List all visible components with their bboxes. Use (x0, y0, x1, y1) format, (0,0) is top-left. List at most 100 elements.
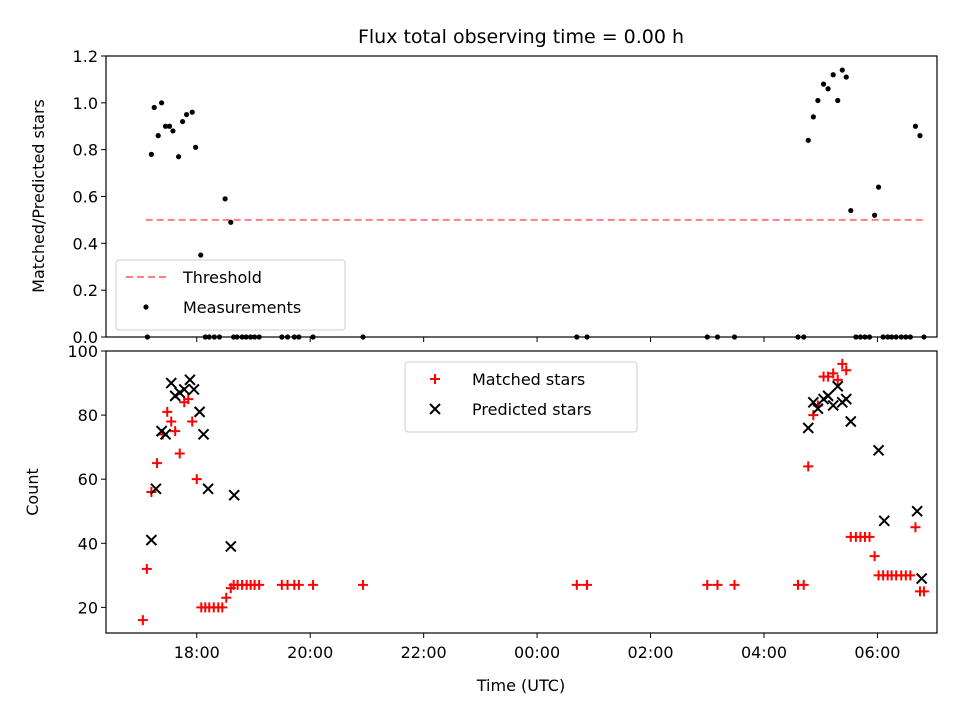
y-tick-label: 20 (78, 598, 98, 617)
matched-star-point (808, 410, 819, 421)
measurement-point (872, 212, 878, 218)
y-tick-label: 0.4 (73, 234, 98, 253)
matched-star-point (918, 586, 929, 597)
predicted-star-point (827, 399, 839, 412)
predicted-star-point (807, 396, 820, 408)
matched-star-point (571, 579, 582, 590)
measurement-point (176, 154, 182, 160)
measurement-point (198, 252, 204, 258)
predicted-star-point (184, 374, 196, 386)
predicted-star-point (812, 402, 824, 415)
measurement-point (170, 128, 176, 134)
predicted-star-point (872, 444, 885, 457)
measurement-point (155, 133, 161, 139)
matched-star-point (187, 416, 198, 427)
legend-matched-swatch (430, 374, 440, 384)
predicted-star-point (188, 383, 200, 396)
measurement-point (815, 97, 821, 104)
matched-star-point (828, 368, 839, 379)
x-tick-label: 20:00 (287, 643, 333, 662)
y-tick-label: 100 (67, 342, 98, 361)
predicted-star-point (911, 505, 923, 517)
measurement-point (151, 104, 157, 111)
matched-star-point (137, 615, 148, 626)
predicted-star-point (840, 393, 852, 405)
measurement-point (805, 137, 811, 143)
y-tick-label: 60 (78, 470, 98, 489)
measurement-point (228, 219, 234, 225)
legend-box (404, 361, 638, 433)
legend: Matched stars Predicted stars (404, 361, 638, 433)
matched-star-point (254, 579, 265, 590)
y-tick-label: 0.2 (73, 281, 98, 300)
measurement-point (810, 114, 816, 120)
top-panel: 0.0 0.2 0.4 0.6 0.8 1.0 1.2 Threshold Measuremen… (73, 47, 938, 347)
measurement-point (179, 118, 186, 125)
legend-label: Matched stars (472, 370, 585, 389)
plot-frame (105, 55, 938, 338)
matched-star-point (905, 570, 916, 581)
matched-star-point (582, 579, 593, 590)
matched-star-point (221, 592, 232, 603)
legend-label: Predicted stars (472, 400, 592, 419)
measurement-point (193, 144, 199, 150)
x-tick-label: 02:00 (627, 643, 673, 662)
matched-star-point (841, 365, 852, 376)
y-tick-label: 80 (78, 406, 98, 425)
matched-star-point (832, 374, 843, 385)
predicted-star-point (225, 540, 237, 553)
measurement-point (148, 151, 154, 157)
predicted-star-point (802, 422, 814, 434)
bottom-panel: 20 40 60 80 100 18:00 20:00 22:00 00:00 02:00 04:0… (67, 342, 938, 662)
predicted-star-point (178, 383, 190, 396)
y-tick-label: 0.8 (73, 141, 98, 160)
measurement-point (912, 123, 919, 129)
measurement-point (825, 86, 831, 92)
measurement-point (183, 111, 190, 118)
x-tick-label: 22:00 (401, 643, 447, 662)
matched-star-point (712, 579, 723, 590)
x-tick-label: 00:00 (514, 643, 560, 662)
matched-star-point (152, 458, 163, 469)
measurement-point (835, 97, 841, 104)
measurement-point (162, 123, 169, 129)
legend-predicted-swatch (429, 403, 441, 415)
top-chart-title: Flux total observing time = 0.00 h (358, 26, 684, 48)
predicted-star-point (878, 515, 890, 527)
bottom-y-axis-label: Count (23, 468, 42, 516)
matched-star-point (729, 579, 740, 590)
matched-star-point (803, 461, 814, 472)
matched-star-point (702, 579, 713, 590)
matched-star-point (864, 531, 875, 542)
legend-label: Measurements (183, 298, 301, 317)
measurement-point (830, 72, 836, 78)
y-tick-label: 1.0 (73, 94, 98, 113)
predicted-star-point (193, 406, 206, 418)
y-tick-label: 40 (78, 534, 98, 553)
matched-star-point (823, 371, 834, 382)
matched-star-point (837, 358, 848, 369)
predicted-star-point (915, 572, 928, 585)
y-tick-label: 0.6 (73, 188, 98, 207)
legend: Threshold Measurements (115, 259, 346, 331)
matched-star-point (293, 579, 304, 590)
matched-star-point (162, 406, 173, 417)
predicted-star-point (197, 428, 210, 441)
matched-star-point (217, 602, 228, 613)
measurement-point (222, 196, 228, 202)
x-axis-label: Time (UTC) (476, 676, 565, 695)
legend-box (115, 259, 346, 331)
matched-star-point (798, 579, 809, 590)
measurement-point (875, 184, 882, 190)
measurement-point (820, 81, 827, 87)
matched-star-point (183, 394, 194, 405)
legend-label: Threshold (182, 268, 262, 287)
matched-star-point (166, 416, 177, 427)
matched-star-point (174, 448, 185, 459)
x-tick-label: 18:00 (174, 643, 220, 662)
predicted-star-point (845, 415, 857, 428)
measurement-point (166, 123, 173, 129)
predicted-star-point (145, 534, 158, 546)
